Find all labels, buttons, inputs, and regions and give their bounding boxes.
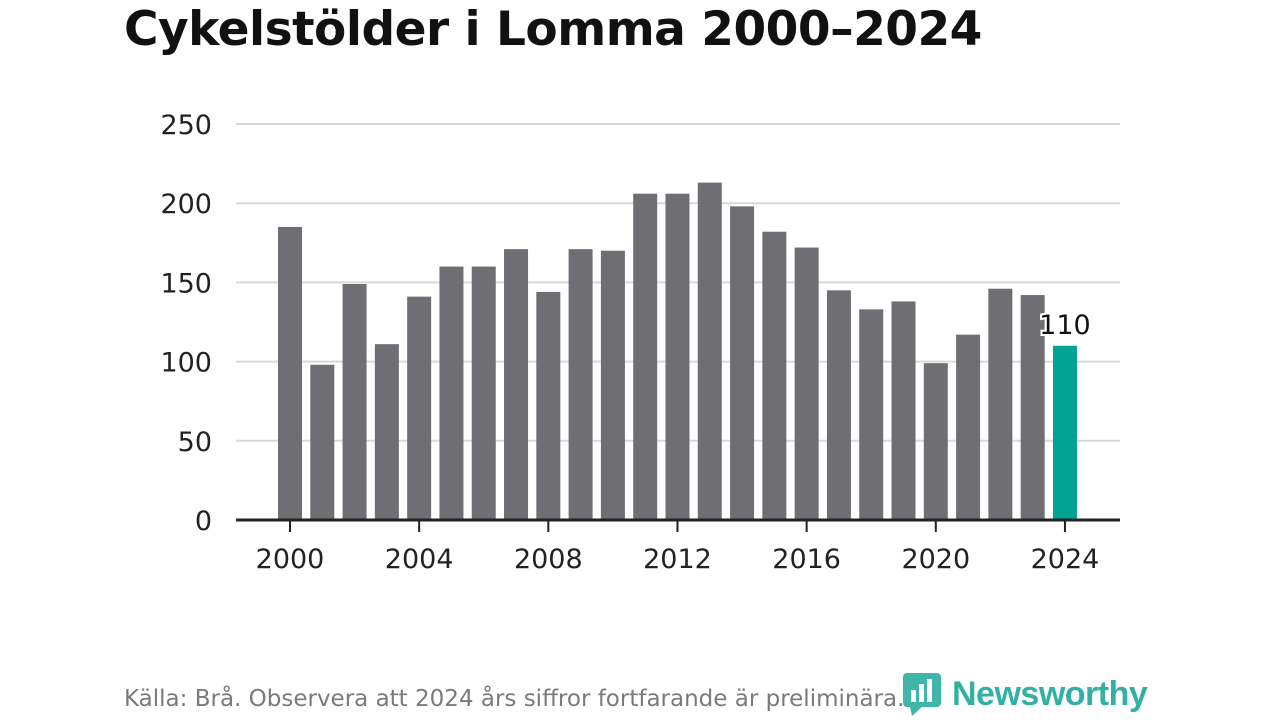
chart-title: Cykelstölder i Lomma 2000–2024 [124, 2, 982, 57]
bar-2003 [374, 344, 399, 520]
y-tick-label-0: 0 [195, 506, 212, 537]
bar-2004 [407, 296, 432, 520]
data-label-2024: 110 [1039, 310, 1091, 341]
bar-2020 [923, 363, 948, 520]
bar-2014 [730, 206, 755, 521]
bar-2008 [536, 291, 561, 520]
newsworthy-logo-icon [903, 673, 941, 716]
bar-2001 [310, 364, 335, 520]
bar-2017 [826, 290, 851, 520]
bar-2021 [956, 334, 981, 520]
bar-2022 [988, 288, 1013, 520]
y-tick-label-50: 50 [178, 427, 212, 458]
x-tick-label-2000: 2000 [256, 544, 325, 575]
x-tick-label-2016: 2016 [772, 544, 841, 575]
y-tick-label-200: 200 [160, 189, 212, 220]
x-tick-label-2024: 2024 [1031, 544, 1100, 575]
brand: Newsworthy [902, 672, 1148, 716]
source-note: Källa: Brå. Observera att 2024 års siffr… [124, 686, 905, 712]
y-tick-label-100: 100 [160, 348, 212, 379]
bar-2005 [439, 266, 464, 520]
bar-2000 [278, 226, 302, 520]
bar-2019 [891, 301, 916, 520]
bar-2018 [859, 309, 884, 520]
bar-2006 [471, 266, 496, 520]
y-tick-label-250: 250 [160, 110, 212, 141]
x-tick-label-2020: 2020 [901, 544, 970, 575]
bar-2015 [762, 231, 787, 520]
bar-2016 [794, 247, 819, 520]
brand-name: Newsworthy [952, 674, 1148, 713]
x-tick-label-2008: 2008 [514, 544, 583, 575]
bar-2013 [697, 182, 722, 520]
bar-2023 [1020, 295, 1045, 520]
bar-2007 [504, 249, 529, 521]
bar-2009 [568, 249, 593, 521]
bar-2024 [1052, 345, 1077, 520]
y-tick-label-150: 150 [160, 268, 212, 299]
x-tick-label-2004: 2004 [385, 544, 454, 575]
bar-2010 [600, 250, 625, 520]
x-tick-label-2012: 2012 [643, 544, 712, 575]
bar-2002 [342, 283, 367, 520]
bar-2012 [665, 193, 690, 521]
bar-2011 [633, 193, 658, 521]
